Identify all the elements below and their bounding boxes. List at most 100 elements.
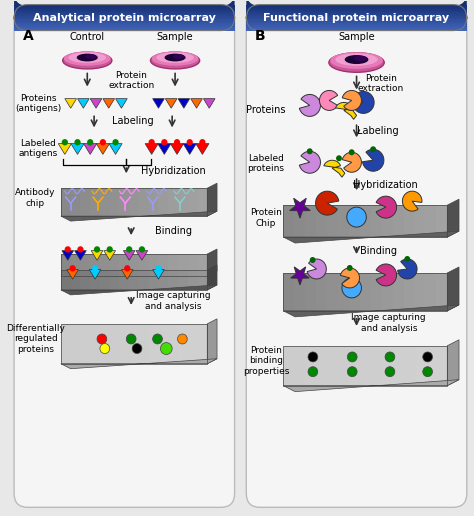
Bar <box>392 273 405 311</box>
FancyBboxPatch shape <box>246 0 467 19</box>
Text: Hybridization: Hybridization <box>141 166 206 176</box>
Circle shape <box>347 352 357 362</box>
Bar <box>246 19 467 20</box>
Circle shape <box>92 265 98 271</box>
Circle shape <box>155 265 162 271</box>
Text: Hybridization: Hybridization <box>354 180 418 190</box>
Bar <box>246 7 467 8</box>
Bar <box>316 205 328 237</box>
Circle shape <box>161 139 167 146</box>
Bar <box>305 346 317 385</box>
Bar <box>14 29 235 30</box>
Bar <box>246 13 467 14</box>
Bar <box>349 205 361 237</box>
Bar <box>109 270 120 290</box>
Circle shape <box>64 246 71 253</box>
Bar <box>71 188 82 216</box>
Ellipse shape <box>330 52 383 69</box>
Wedge shape <box>342 90 362 110</box>
Bar <box>178 254 189 276</box>
Bar <box>283 273 295 311</box>
Bar <box>81 254 91 276</box>
Bar <box>382 273 393 311</box>
Bar <box>90 270 101 290</box>
Bar <box>246 22 467 23</box>
Bar <box>61 188 72 216</box>
Polygon shape <box>178 99 190 108</box>
Bar <box>81 188 91 216</box>
Bar <box>246 27 467 28</box>
Text: Functional protein microarray: Functional protein microarray <box>264 13 450 23</box>
Circle shape <box>347 367 357 377</box>
Circle shape <box>126 246 132 253</box>
Bar <box>246 21 467 22</box>
Circle shape <box>385 352 395 362</box>
Ellipse shape <box>64 52 111 66</box>
Circle shape <box>126 334 136 344</box>
FancyBboxPatch shape <box>246 5 467 507</box>
Bar <box>246 10 467 12</box>
Circle shape <box>132 344 142 353</box>
Bar <box>119 254 130 276</box>
Polygon shape <box>89 269 101 279</box>
Ellipse shape <box>329 53 384 72</box>
Bar <box>246 29 467 30</box>
Polygon shape <box>96 143 109 154</box>
Wedge shape <box>376 196 397 218</box>
Bar <box>168 270 179 290</box>
Bar <box>14 10 235 11</box>
Bar <box>371 205 383 237</box>
Polygon shape <box>291 267 309 285</box>
Polygon shape <box>90 99 102 108</box>
Polygon shape <box>203 99 215 108</box>
Polygon shape <box>116 99 127 108</box>
Circle shape <box>100 344 109 353</box>
Bar <box>14 7 235 8</box>
Polygon shape <box>61 211 217 221</box>
Circle shape <box>160 343 172 354</box>
Bar <box>14 11 235 12</box>
Circle shape <box>308 367 318 377</box>
Bar <box>246 14 467 15</box>
Bar <box>178 188 189 216</box>
Polygon shape <box>145 143 158 154</box>
Polygon shape <box>324 160 345 177</box>
Bar <box>188 324 199 364</box>
Bar <box>178 270 189 290</box>
Bar <box>129 188 140 216</box>
Wedge shape <box>376 264 397 286</box>
Polygon shape <box>447 267 459 311</box>
Bar <box>14 8 235 9</box>
Bar <box>129 324 140 364</box>
Bar <box>168 188 179 216</box>
Text: A: A <box>23 28 34 43</box>
Polygon shape <box>171 143 183 154</box>
Bar <box>14 12 235 13</box>
Bar <box>246 29 467 30</box>
Bar <box>14 18 235 20</box>
Text: Labeling: Labeling <box>357 126 399 136</box>
Bar <box>437 273 448 311</box>
Circle shape <box>342 278 362 298</box>
Circle shape <box>178 334 187 344</box>
Bar <box>81 270 91 290</box>
Bar <box>382 346 393 385</box>
Wedge shape <box>363 149 384 171</box>
Bar <box>338 273 350 311</box>
Circle shape <box>404 256 410 262</box>
Circle shape <box>347 207 366 227</box>
Bar <box>14 20 235 21</box>
Bar <box>403 273 416 311</box>
Bar <box>360 346 372 385</box>
Text: Antibody
chip: Antibody chip <box>15 188 56 208</box>
Bar <box>14 22 235 23</box>
Bar <box>246 18 467 20</box>
Bar <box>119 188 130 216</box>
Bar <box>360 205 372 237</box>
Text: Image capturing
and analysis: Image capturing and analysis <box>136 291 210 311</box>
Circle shape <box>94 246 100 253</box>
Bar <box>316 273 328 311</box>
Circle shape <box>139 246 145 253</box>
Ellipse shape <box>63 52 112 69</box>
Circle shape <box>62 139 68 146</box>
